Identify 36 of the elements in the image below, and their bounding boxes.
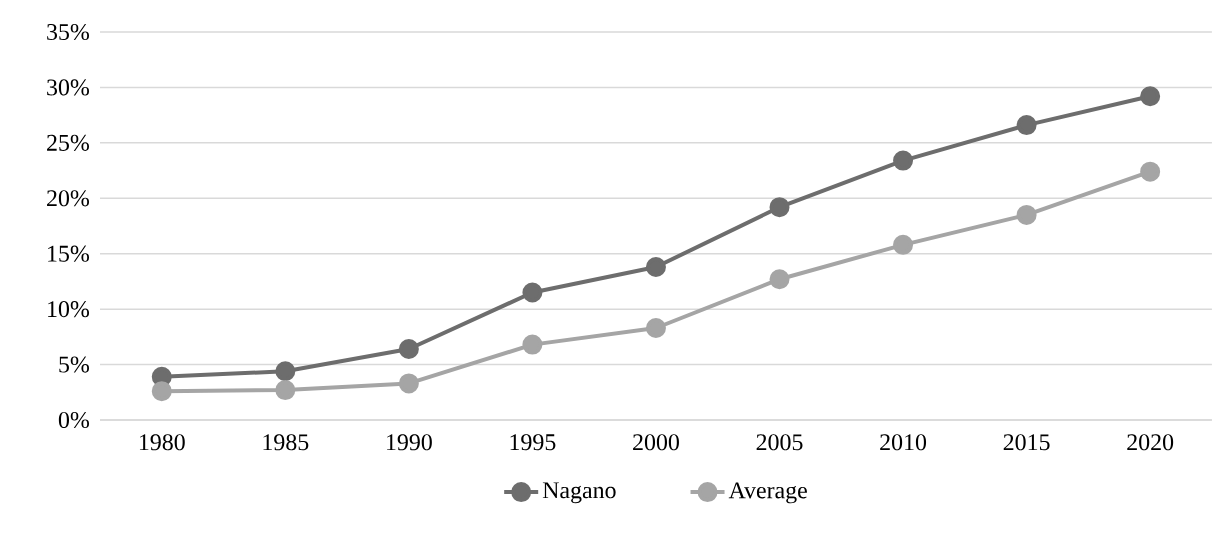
point	[1140, 161, 1161, 182]
point	[398, 339, 419, 360]
y-tick-label: 20%	[47, 190, 90, 207]
point	[769, 269, 790, 290]
point	[1016, 115, 1037, 136]
y-tick-label: 10%	[48, 301, 90, 318]
y-tick-label: 0%	[58, 411, 90, 429]
x-tick-label: 1990	[387, 434, 432, 451]
point	[893, 150, 914, 171]
point	[893, 234, 914, 255]
x-tick-label: 2000	[633, 434, 679, 451]
y-tick-label: 25%	[47, 134, 90, 151]
y-tick-label: 30%	[47, 79, 90, 96]
legend-label: Nagano	[542, 482, 616, 504]
x-tick-label: 2015	[1003, 434, 1050, 451]
x-tick-label: 2005	[756, 434, 803, 451]
y-tick-label: 35%	[47, 23, 90, 41]
point	[645, 317, 666, 338]
legend-label: Average	[728, 482, 807, 504]
point	[275, 361, 296, 382]
point	[522, 282, 543, 303]
point	[1016, 204, 1037, 225]
point	[275, 380, 296, 401]
point	[769, 197, 790, 218]
point	[1140, 86, 1161, 107]
y-tick-label: 5%	[59, 356, 90, 373]
y-tick-label: 15%	[48, 245, 90, 262]
x-tick-label: 1995	[510, 434, 556, 451]
x-tick-label: 1980	[139, 434, 185, 451]
x-tick-label: 1985	[263, 434, 309, 451]
point	[522, 334, 543, 355]
point	[645, 257, 666, 278]
x-tick-label: 2010	[880, 434, 927, 451]
point	[151, 381, 172, 402]
point	[398, 373, 419, 394]
x-tick-label: 2020	[1127, 434, 1174, 451]
